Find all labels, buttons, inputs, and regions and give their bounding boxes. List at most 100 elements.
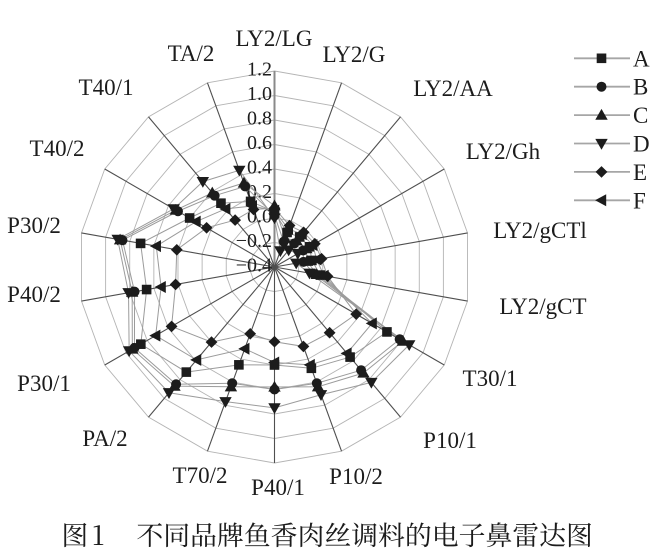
caption-glyph [486,522,512,548]
marker-E-12 [165,320,178,333]
caption-glyph [192,522,216,548]
axis-label-TA-2: TA/2 [168,41,215,66]
radial-tick-label: 0.8 [247,108,272,130]
marker-A-13 [141,284,152,295]
marker-D-15 [167,204,180,216]
caption-glyph [435,522,458,547]
marker-D-4 [290,258,303,270]
marker-D-1 [274,246,287,258]
axis-spoke [274,266,401,418]
marker-A-11 [181,367,192,377]
marker-A-15 [184,213,195,223]
legend-label-F: F [633,188,646,213]
axis-label-P30-2: P30/2 [7,213,61,238]
caption-glyph [540,522,566,547]
caption-glyph [217,522,243,548]
marker-F-17 [245,199,257,212]
marker-E-7 [323,326,336,339]
caption-glyph [271,522,297,548]
marker-F-16 [219,202,231,215]
marker-F-11 [190,353,202,366]
marker-D-3 [291,248,305,260]
marker-D-14 [111,234,124,246]
legend-label-B: B [633,75,648,100]
axis-label-LY2-gCTl: LY2/gCTl [493,218,587,243]
caption-glyph [64,522,87,548]
marker-D-11 [162,388,176,399]
caption-glyph [137,522,162,548]
marker-A-6 [382,327,392,337]
caption-glyph [459,523,485,548]
marker-C-11 [168,379,181,391]
marker-D-17 [233,165,246,177]
legend-item-B: B [574,75,648,100]
caption-glyph [325,522,351,546]
caption-glyph [378,522,405,548]
marker-C-1 [278,232,292,243]
axis-label-PA-2: PA/2 [82,426,127,451]
axis-spoke [206,266,276,452]
marker-E-15 [200,222,213,234]
marker-A-4 [307,255,317,266]
axis-label-T30-1: T30/1 [463,366,518,391]
radial-tick-label: −0.4 [236,255,272,277]
radial-tick-label: 0.4 [247,157,272,179]
marker-F-14 [149,240,161,253]
marker-C-7 [357,366,370,378]
caption-glyph [351,522,377,548]
marker-A-10 [234,360,244,370]
marker-F-1 [281,223,294,236]
marker-A-12 [136,339,146,349]
legend-label-C: C [633,103,648,128]
legend-item-A: A [574,46,650,71]
marker-D-12 [122,346,136,358]
marker-E-10 [244,327,257,340]
marker-E-8 [297,340,310,353]
marker-F-6 [365,317,377,330]
caption-glyph [407,522,431,548]
marker-F-4 [310,253,322,266]
axis-label-P40-2: P40/2 [7,282,61,307]
marker-F-15 [189,215,201,228]
legend-marker-square-icon [596,53,607,64]
marker-D-16 [196,177,210,188]
marker-D-0 [268,213,281,225]
marker-E-16 [229,214,242,226]
marker-C-8 [311,380,325,392]
marker-E-13 [169,278,182,291]
axis-label-T40-2: T40/2 [30,136,85,161]
caption-glyph [513,522,539,548]
figure-caption [64,522,592,548]
caption-glyph [300,522,323,548]
marker-D-8 [314,390,328,401]
legend-item-C: C [574,103,648,128]
axis-label-LY2-G: LY2/G [323,42,386,67]
legend-marker-diamond-icon [595,166,608,178]
axis-spoke [273,266,343,452]
axis-label-LY2-LG: LY2/LG [236,26,313,51]
marker-F-12 [149,329,161,342]
axis-label-LY2-Gh: LY2/Gh [466,139,541,164]
legend-label-D: D [633,132,650,157]
marker-D-13 [122,288,135,299]
marker-C-17 [237,176,251,188]
marker-C-4 [300,255,314,266]
axis-spoke [206,82,276,268]
marker-A-14 [135,238,146,249]
marker-C-16 [206,186,219,198]
marker-E-14 [170,243,183,256]
marker-F-7 [340,347,352,360]
marker-F-9 [268,356,280,369]
marker-C-9 [268,380,281,392]
axis-label-T40-1: T40/1 [79,75,134,100]
radial-tick-label: 0.6 [247,132,272,154]
marker-F-5 [317,269,329,282]
marker-D-9 [268,403,281,415]
marker-E-9 [268,335,281,348]
axis-label-T70-2: T70/2 [173,463,228,488]
marker-A-3 [304,241,315,252]
marker-F-13 [154,281,166,293]
